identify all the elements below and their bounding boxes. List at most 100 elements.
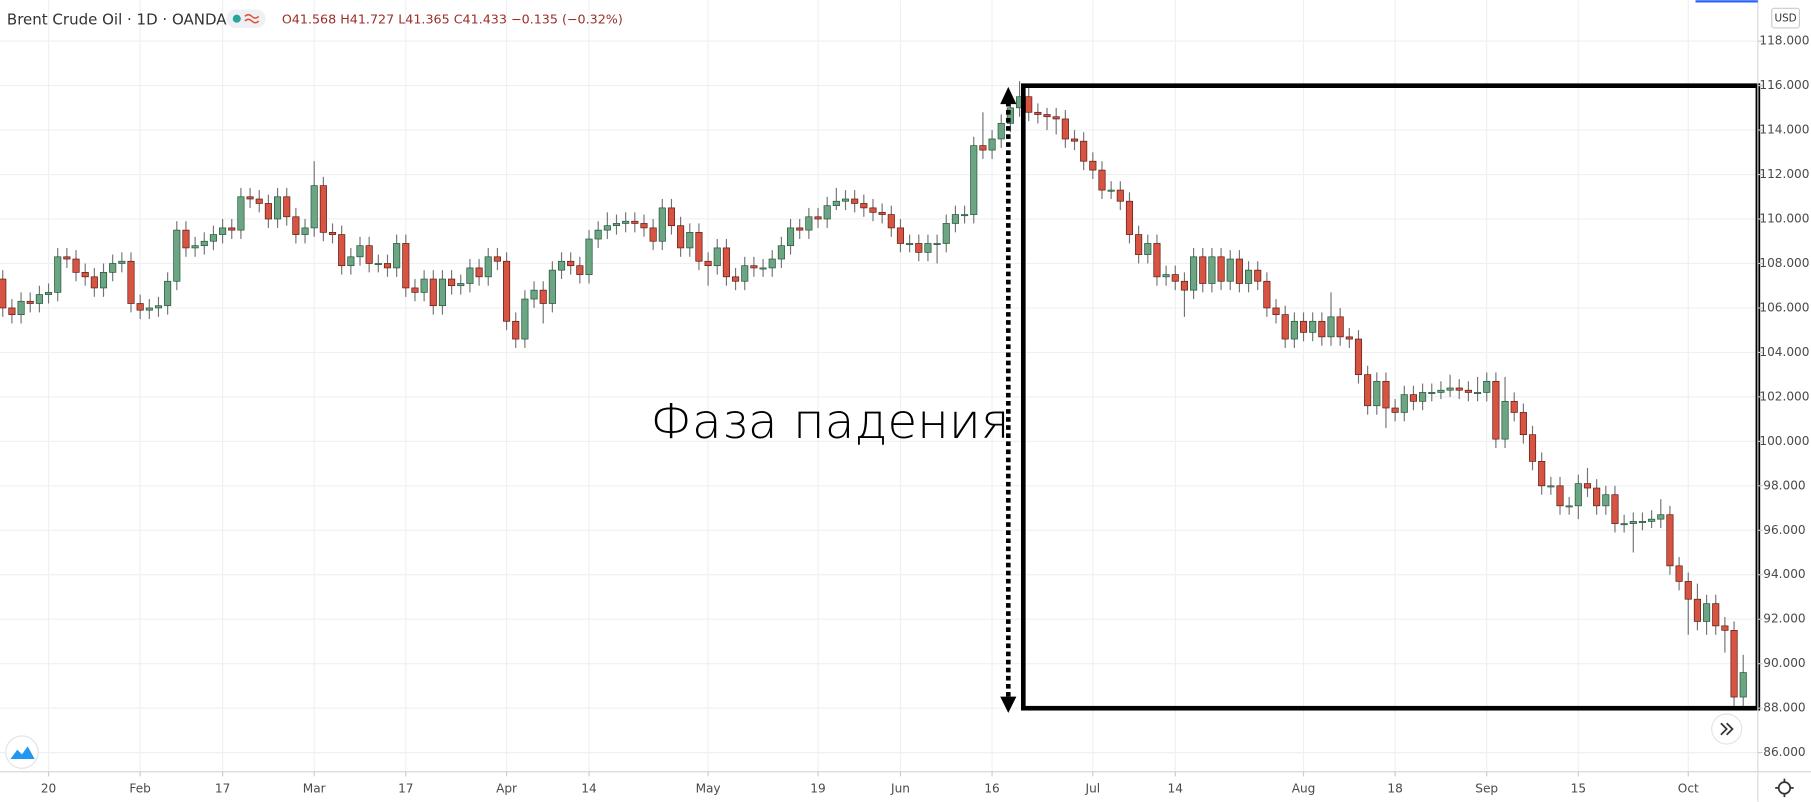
- candle-body-down: [182, 229, 190, 249]
- candle-body-up: [1327, 316, 1335, 338]
- candle-body-up: [1226, 258, 1234, 282]
- candle-body-up: [951, 214, 959, 224]
- y-tick-label: 86.000: [1763, 745, 1805, 759]
- candle-body-up: [356, 245, 364, 258]
- candle-body-up: [118, 260, 126, 264]
- candle-body-down: [1171, 274, 1179, 282]
- logo-circle[interactable]: [5, 735, 39, 769]
- candle-body-up: [942, 223, 950, 244]
- candle-body-down: [722, 247, 730, 278]
- candle-body-down: [915, 243, 923, 253]
- candle-body-up: [622, 220, 630, 224]
- toggle-button[interactable]: [226, 9, 266, 28]
- candle-body-up: [54, 256, 62, 293]
- candle-body-down: [1492, 380, 1500, 440]
- candle-body-down: [264, 203, 272, 220]
- candle-body-down: [539, 289, 547, 304]
- candle-body-up: [35, 294, 43, 304]
- candle-body-down: [338, 234, 346, 267]
- y-tick-label: 104.000: [1759, 345, 1809, 359]
- candle-body-down: [26, 300, 34, 304]
- settings[interactable]: [1775, 778, 1794, 798]
- currency-label: USD: [1775, 13, 1797, 25]
- logo[interactable]: [5, 735, 39, 769]
- candle-body-down: [814, 216, 822, 220]
- candle-body-down: [1611, 494, 1619, 524]
- candle-body-down: [1263, 280, 1271, 309]
- candle-body-up: [805, 216, 813, 231]
- wave-icon: [244, 13, 260, 24]
- candle-body-up: [200, 240, 208, 247]
- candle-body-down: [512, 320, 520, 340]
- candle-body-down: [1519, 412, 1527, 436]
- candle-body-down: [0, 278, 7, 309]
- logo-mark: [10, 746, 35, 760]
- candle-body-up: [173, 229, 181, 282]
- candle-body-up: [1162, 274, 1170, 278]
- y-tick-label: 98.000: [1763, 478, 1805, 492]
- candle-body-up: [1501, 400, 1509, 440]
- candle-body-down: [63, 256, 71, 260]
- candle-body-up: [466, 267, 474, 284]
- candle-body-down: [979, 145, 987, 151]
- candle-body-up: [1483, 380, 1491, 393]
- candle-body-down: [1080, 140, 1088, 162]
- x-tick-label: Sep: [1475, 782, 1498, 796]
- candle-body-up: [1107, 189, 1115, 192]
- candle-body-down: [1061, 118, 1069, 140]
- candle-body-down: [1034, 111, 1042, 115]
- candle-body-down: [887, 214, 895, 229]
- candle-body-down: [1180, 280, 1188, 291]
- candle-body-down: [1382, 380, 1390, 409]
- candle-body-down: [677, 225, 685, 249]
- candle-body-up: [970, 145, 978, 215]
- candle-body-down: [860, 203, 868, 209]
- candle-body-down: [1345, 336, 1353, 340]
- gear-teeth: [1775, 778, 1794, 798]
- x-tick-label: Aug: [1292, 782, 1316, 796]
- candle-body-down: [1235, 258, 1243, 284]
- candle-body-down: [851, 198, 859, 204]
- x-tick-label: 17: [398, 782, 413, 796]
- candle-body-up: [99, 272, 108, 289]
- candle-body-down: [1089, 160, 1097, 171]
- scroll-to-latest[interactable]: [1711, 713, 1743, 745]
- x-tick-label: Jul: [1085, 782, 1101, 796]
- candle-body-up: [374, 263, 382, 265]
- candle-body-up: [393, 243, 401, 269]
- toggle-pill[interactable]: [226, 9, 266, 28]
- candle-body-down: [255, 198, 263, 204]
- x-tick-label: Mar: [303, 782, 326, 796]
- candle-body-up: [1547, 485, 1555, 488]
- candle-body-down: [1336, 316, 1344, 338]
- candle-body-down: [283, 196, 291, 218]
- candle-body-up: [154, 305, 163, 309]
- y-tick-label: 114.000: [1759, 123, 1809, 137]
- candle-body-down: [246, 196, 254, 200]
- candle-body-down: [1583, 483, 1592, 489]
- candle-body-up: [219, 227, 227, 235]
- candle-body-down: [667, 207, 676, 227]
- candle-body-up: [1190, 256, 1198, 291]
- candle-body-up: [658, 207, 666, 242]
- candle-body-down: [631, 220, 639, 224]
- candle-body-down: [704, 260, 712, 267]
- candle-body-up: [961, 214, 969, 217]
- candle-body-up: [988, 138, 996, 151]
- candle-body-up: [530, 289, 538, 300]
- y-tick-label: 102.000: [1759, 389, 1809, 403]
- y-tick-label: 100.000: [1759, 434, 1809, 448]
- candle-body-up: [548, 269, 556, 304]
- x-tick-label: Oct: [1678, 782, 1699, 796]
- candle-body-down: [383, 263, 392, 269]
- candle-body-down: [493, 256, 501, 262]
- candle-body-up: [786, 227, 795, 247]
- candle-body-up: [1602, 494, 1610, 507]
- x-tick-label: Jun: [890, 782, 910, 796]
- x-tick-label: 19: [810, 782, 825, 796]
- candle-body-down: [1043, 114, 1051, 118]
- candle-body-up: [44, 292, 53, 295]
- candle-body-down: [475, 267, 483, 278]
